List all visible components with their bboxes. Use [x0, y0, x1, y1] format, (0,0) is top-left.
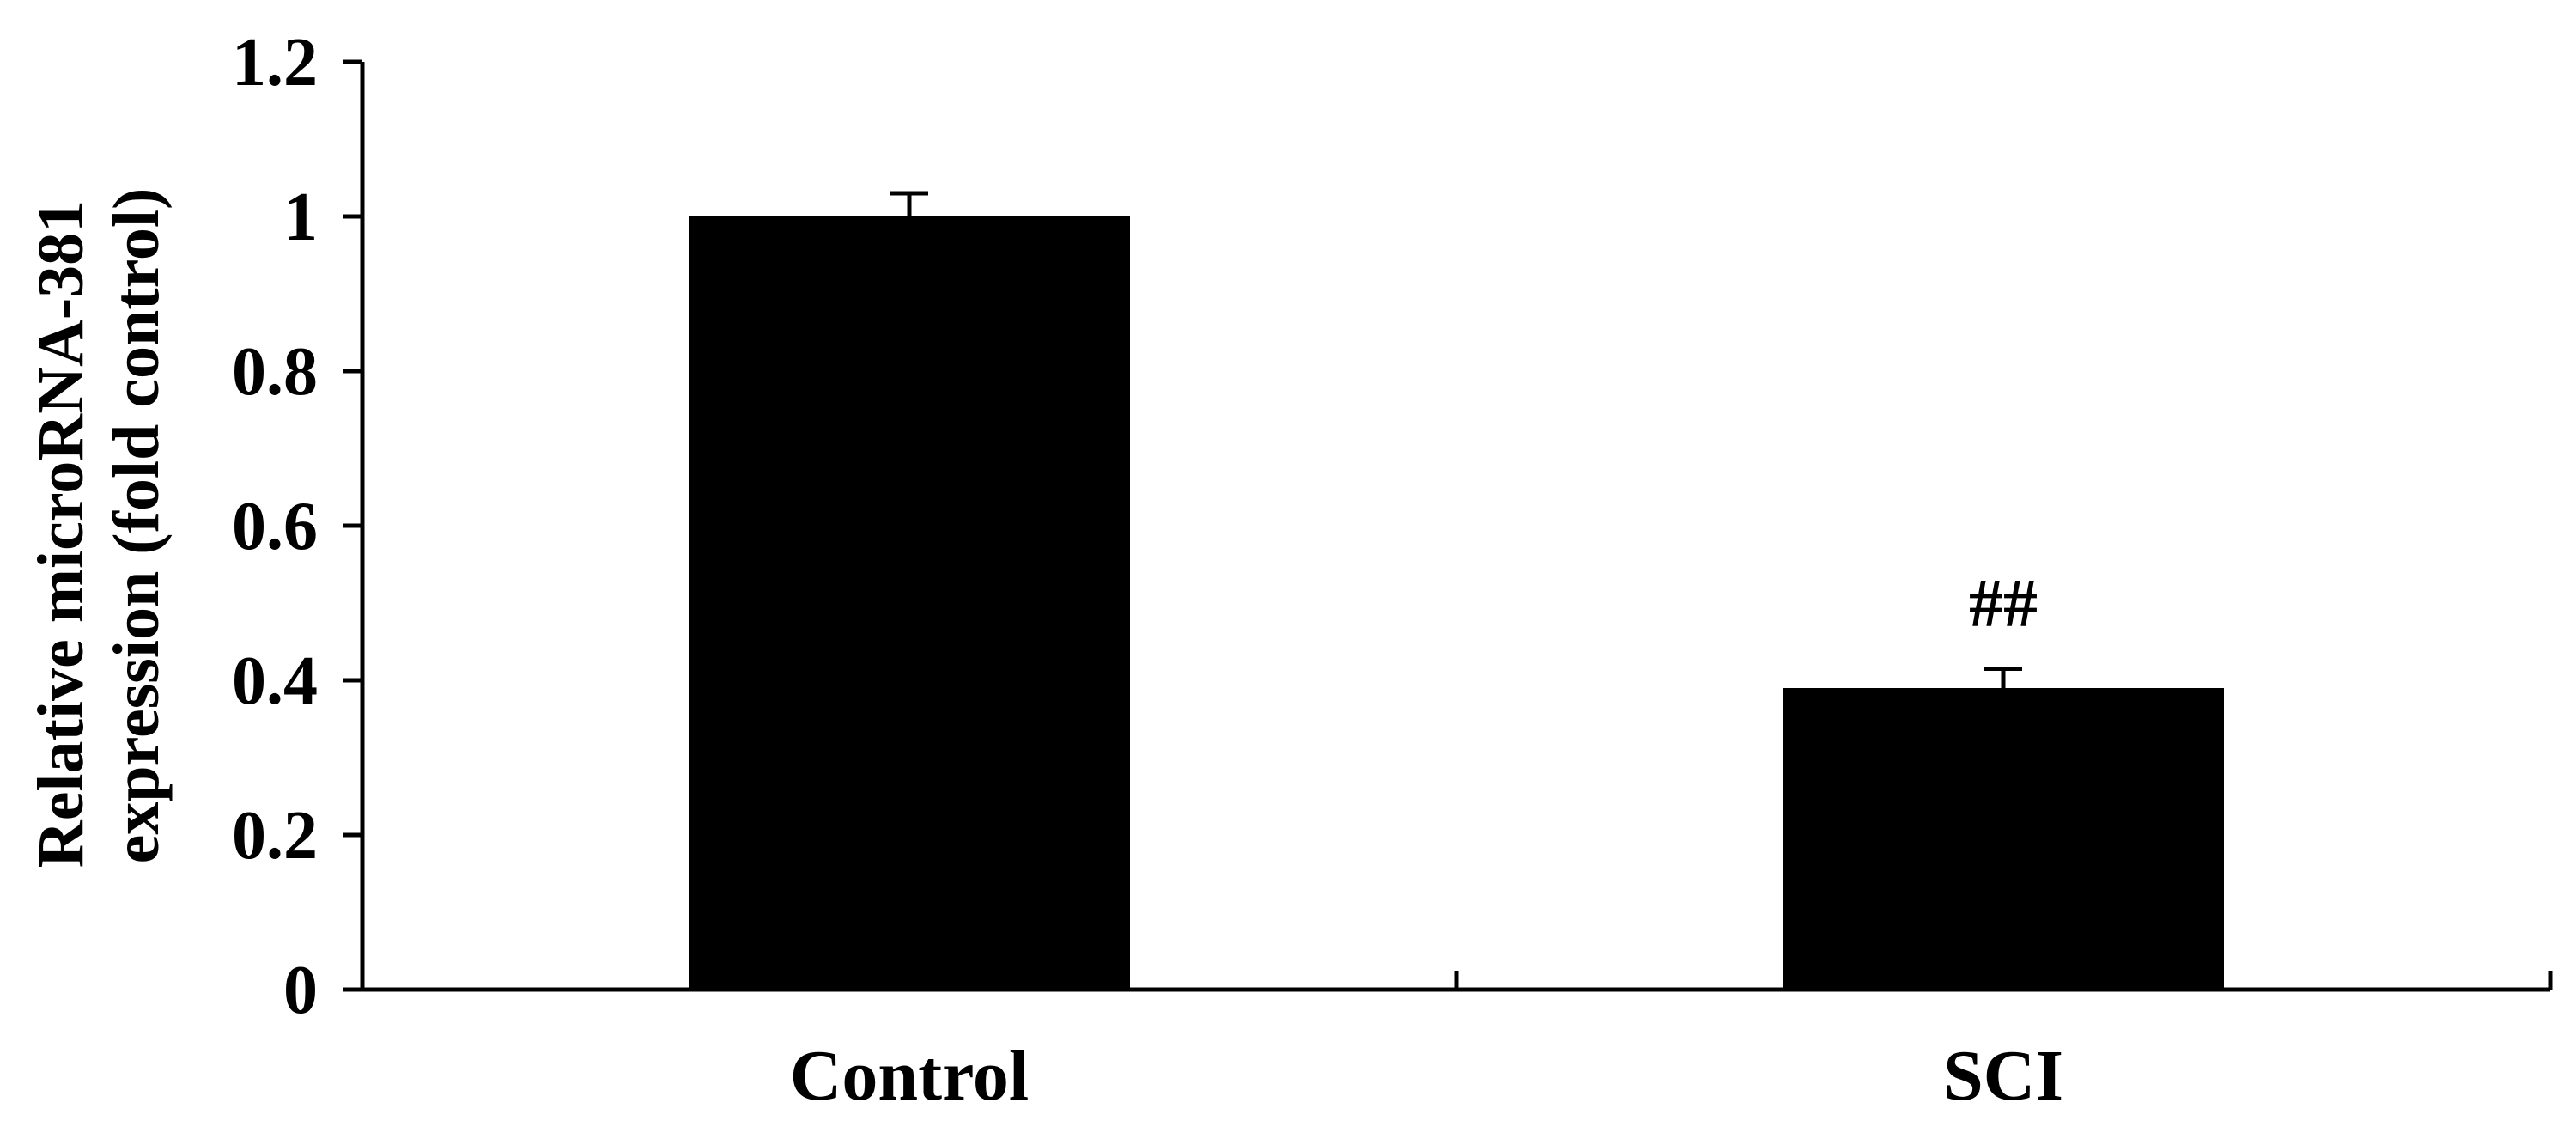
error-bars [890, 191, 2022, 688]
y-tick-label: 0 [283, 953, 318, 1028]
significance-label-sci: ## [1969, 566, 2038, 642]
y-tick-label: 0.4 [232, 643, 318, 719]
category-labels: Control SCI [790, 1036, 2063, 1116]
bars [689, 216, 2224, 990]
y-axis-title-line-2: expression (fold control) [100, 188, 173, 864]
annotations: ## [1969, 566, 2038, 642]
y-tick-label: 0.6 [232, 489, 318, 564]
y-tick-label: 1 [283, 180, 318, 255]
y-axis-title: Relative microRNA-381 expression (fold c… [25, 184, 173, 868]
x-ticks [1454, 971, 2553, 990]
category-label-control: Control [790, 1036, 1029, 1116]
bar-control [689, 216, 1130, 990]
bar-sci [1783, 688, 2224, 990]
y-tick-label: 1.2 [232, 25, 318, 101]
y-axis-title-line-1: Relative microRNA-381 [25, 200, 97, 868]
y-ticks: 0 0.2 0.4 0.6 0.8 1 1.2 [232, 25, 362, 1028]
y-tick-label: 0.2 [232, 798, 318, 874]
y-tick-label: 0.8 [232, 334, 318, 410]
category-label-sci: SCI [1943, 1036, 2063, 1116]
